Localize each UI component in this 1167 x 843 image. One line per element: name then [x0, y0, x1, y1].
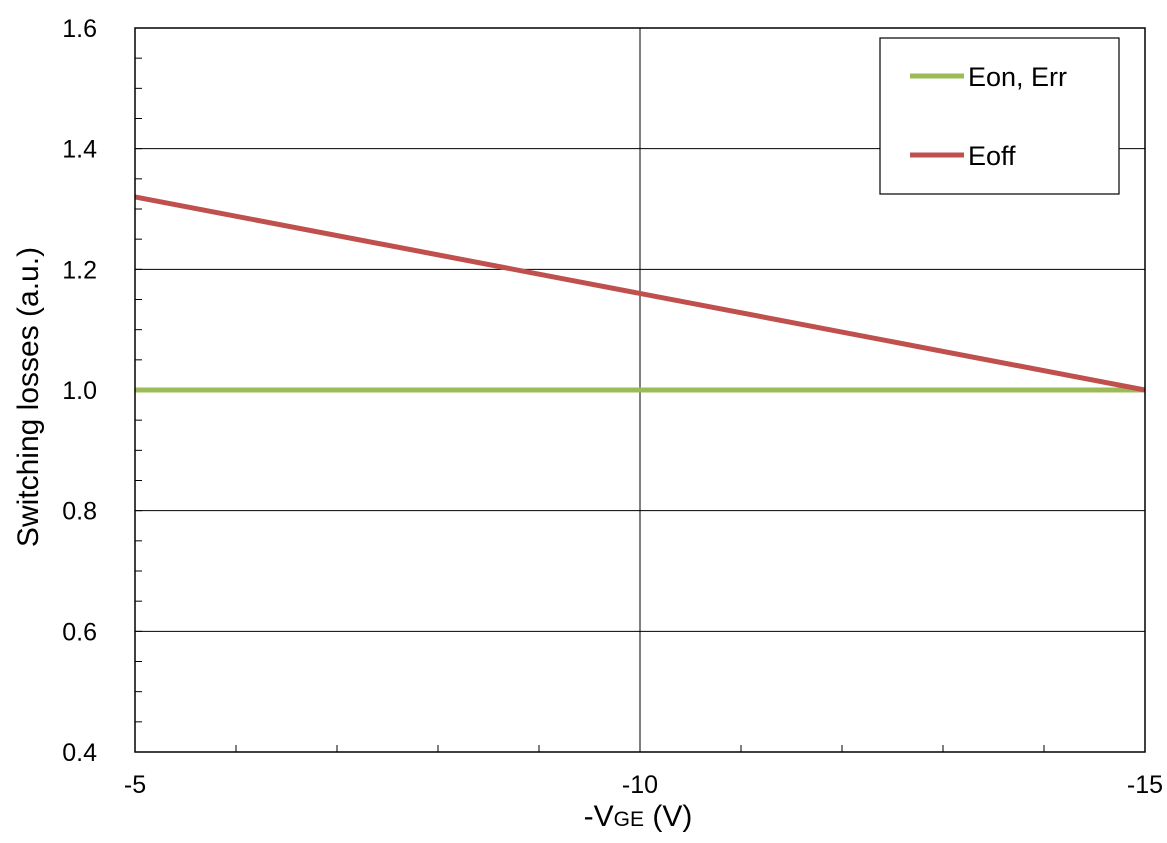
- x-tick-label: -10: [622, 771, 658, 799]
- y-axis-title: Switching losses (a.u.): [12, 247, 45, 547]
- x-axis-title-suffix: (V): [644, 800, 692, 833]
- y-tick-label: 1.4: [62, 136, 97, 164]
- legend-label-eon-err: Eon, Err: [968, 62, 1067, 92]
- y-tick-label: 0.8: [62, 498, 97, 526]
- y-tick-label: 1.0: [62, 377, 97, 405]
- x-axis-title-prefix: -V: [584, 800, 614, 833]
- y-tick-label: 1.6: [62, 15, 97, 43]
- legend: Eon, Err Eoff: [879, 37, 1120, 195]
- minor-ticks: [135, 57, 1045, 752]
- series-line-eoff: [134, 194, 1146, 393]
- x-tick-label: -5: [124, 771, 146, 799]
- y-tick-label: 1.2: [62, 256, 97, 284]
- legend-box: [879, 37, 1120, 195]
- x-axis-title: -VGE (V): [584, 800, 693, 833]
- y-tick-label: 0.4: [62, 739, 97, 767]
- legend-label-eoff: Eoff: [968, 141, 1016, 171]
- x-axis-title-subscript: GE: [614, 808, 644, 831]
- series-lines: [134, 194, 1146, 393]
- y-tick-label: 0.6: [62, 618, 97, 646]
- tick-labels: 0.4 0.6 0.8 1.0 1.2 1.4 1.6 -5 -10 -15: [62, 15, 1163, 799]
- x-tick-label: -15: [1127, 771, 1163, 799]
- plot-frame: [134, 27, 1146, 753]
